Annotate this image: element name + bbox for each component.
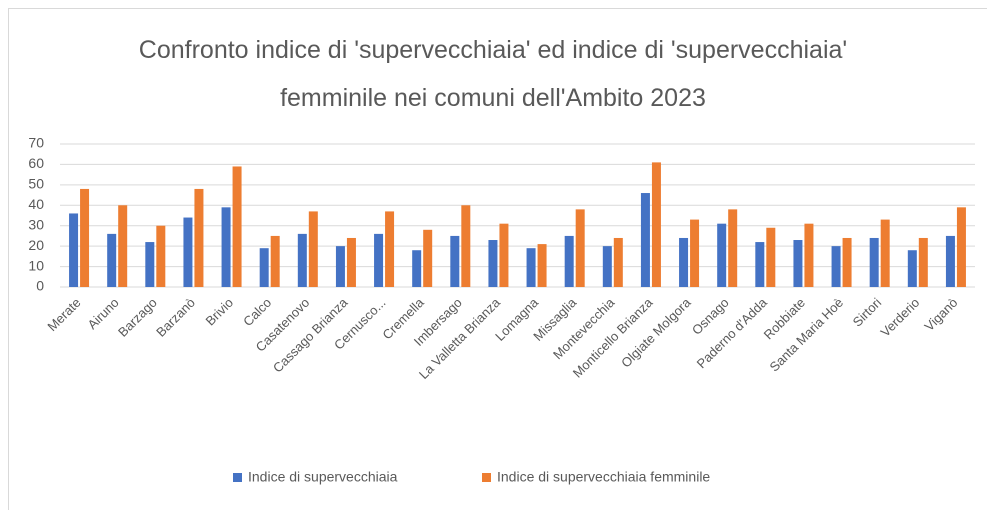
bar	[488, 240, 498, 287]
x-tick-label: Calco	[240, 295, 274, 329]
y-tick-label: 30	[28, 216, 44, 232]
x-tick-label: Barzanò	[153, 295, 198, 340]
x-tick-label: Olgiate Molgora	[618, 294, 694, 370]
y-tick-label: 0	[36, 278, 44, 294]
bar	[793, 240, 803, 287]
bar	[918, 237, 928, 287]
bar	[194, 188, 204, 287]
bar	[450, 235, 460, 287]
bar	[907, 250, 917, 287]
bar	[80, 188, 90, 287]
bar	[461, 205, 471, 287]
bar	[374, 233, 384, 287]
bar	[308, 211, 318, 287]
bar	[804, 223, 814, 287]
y-tick-label: 50	[28, 176, 44, 192]
legend-label: Indice di supervecchiaia	[248, 469, 398, 485]
bar	[412, 250, 422, 287]
bar	[831, 246, 841, 287]
legend-swatch	[233, 473, 242, 482]
bar	[232, 166, 242, 287]
bar	[335, 246, 345, 287]
bar	[690, 219, 700, 287]
bar	[107, 233, 117, 287]
bar	[526, 248, 536, 287]
bar	[728, 209, 738, 287]
bar	[499, 223, 509, 287]
bar	[717, 223, 727, 287]
bar	[651, 162, 661, 287]
bar	[270, 235, 280, 287]
x-tick-label: Barzago	[115, 295, 160, 340]
y-tick-label: 40	[28, 196, 44, 212]
bar	[842, 237, 852, 287]
x-tick-label: Brivio	[203, 295, 237, 329]
y-tick-label: 20	[28, 237, 44, 253]
x-tick-label: Sirtori	[850, 295, 885, 330]
bar	[145, 242, 155, 287]
x-tick-label: Paderno d'Adda	[694, 294, 771, 371]
x-tick-label: Verderio	[878, 295, 923, 340]
x-tick-label: Airuno	[85, 295, 122, 332]
bar	[679, 237, 689, 287]
bar	[385, 211, 395, 287]
chart-title: Confronto indice di 'supervecchiaia' ed …	[138, 36, 848, 112]
bar	[423, 229, 433, 287]
bar	[221, 207, 231, 287]
y-tick-label: 60	[28, 155, 44, 171]
bar	[575, 209, 585, 287]
bar	[945, 235, 955, 287]
bar	[346, 237, 356, 287]
chart-border	[8, 8, 987, 510]
bar	[297, 233, 307, 287]
bar	[755, 242, 765, 287]
y-tick-label: 10	[28, 257, 44, 273]
bar	[766, 227, 776, 287]
legend-swatch	[482, 473, 491, 482]
bar	[259, 248, 269, 287]
bar	[602, 246, 612, 287]
legend-label: Indice di supervecchiaia femminile	[497, 469, 710, 485]
bar	[613, 237, 623, 287]
bar	[537, 244, 547, 287]
bar	[118, 205, 128, 287]
x-tick-label: Merate	[44, 295, 83, 334]
x-tick-label: Viganò	[921, 295, 960, 334]
bar	[183, 217, 193, 287]
bar	[69, 213, 79, 287]
bar	[640, 193, 650, 287]
bar	[564, 235, 574, 287]
bar	[156, 225, 166, 287]
bar	[956, 207, 966, 287]
bar	[869, 237, 879, 287]
bar	[880, 219, 890, 287]
y-tick-label: 70	[28, 135, 44, 151]
